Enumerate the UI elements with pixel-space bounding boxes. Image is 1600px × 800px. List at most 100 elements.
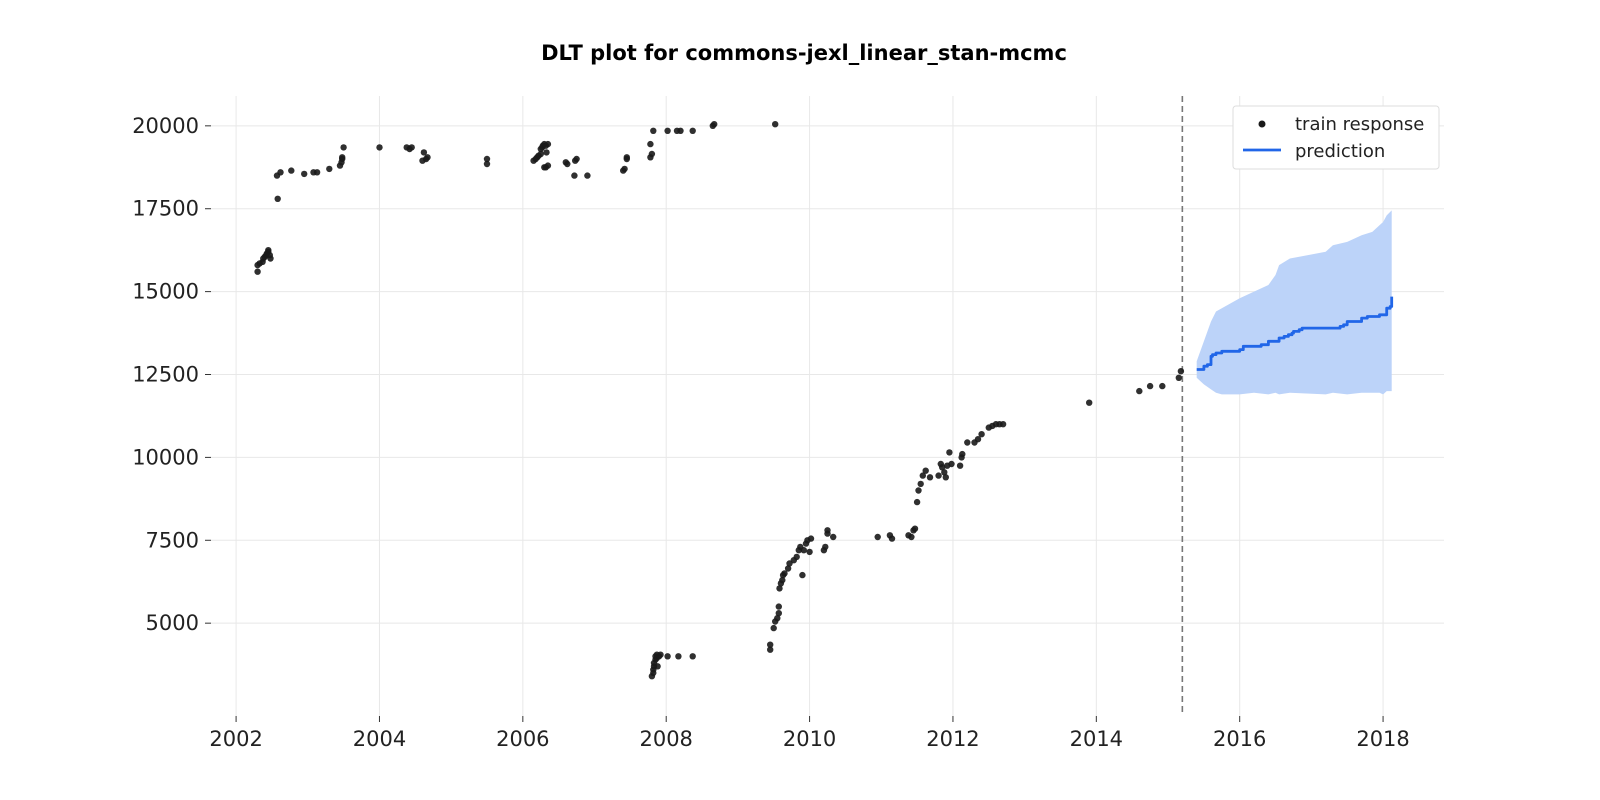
prediction-band-area xyxy=(1196,210,1392,395)
train-response-point xyxy=(1146,382,1154,390)
y-tick-label: 17500 xyxy=(132,197,199,221)
y-tick-label: 5000 xyxy=(146,611,199,635)
axes: 2002 2004 2006 2008 2010 2012 2014 2016 2018 5000… xyxy=(132,114,1410,751)
y-tick-label: 10000 xyxy=(132,445,199,469)
train-response-point xyxy=(888,535,896,542)
train-response-point xyxy=(974,436,982,443)
y-tick-label: 20000 xyxy=(132,114,199,138)
x-tick-label: 2014 xyxy=(1070,727,1123,751)
legend-label-train: train response xyxy=(1295,114,1424,135)
train-response-point xyxy=(654,663,661,670)
train-response-point xyxy=(313,169,321,176)
train-response-point xyxy=(767,641,774,648)
chart-title: DLT plot for commons-jexl_linear_stan-mc… xyxy=(541,41,1067,65)
grid xyxy=(211,96,1444,716)
train-response-point xyxy=(775,610,782,617)
train-response-point xyxy=(776,585,783,592)
prediction-line xyxy=(1196,296,1394,371)
train-response-point xyxy=(326,165,333,173)
train-response-point xyxy=(784,565,792,572)
train-response-point xyxy=(288,167,295,174)
x-tick-label: 2018 xyxy=(1356,727,1409,751)
train-response-point xyxy=(621,165,628,173)
train-response-point xyxy=(800,547,807,554)
train-response-point xyxy=(806,548,813,556)
train-response-point xyxy=(908,533,915,541)
legend-box xyxy=(1232,105,1440,170)
prediction-series xyxy=(1196,296,1394,371)
train-response-point xyxy=(919,472,926,479)
train-response-point xyxy=(767,646,774,653)
train-response-point xyxy=(544,140,552,148)
train-response-point xyxy=(799,571,806,579)
train-response-point xyxy=(959,450,966,458)
x-tick-label: 2002 xyxy=(209,727,262,751)
train-response-point xyxy=(941,469,948,476)
train-response-point xyxy=(571,172,578,179)
y-tick-label: 7500 xyxy=(146,528,199,552)
x-tick-label: 2012 xyxy=(926,727,979,751)
train-response-point xyxy=(483,155,491,163)
train-response-point xyxy=(1177,368,1185,375)
train-response-point xyxy=(793,553,800,561)
train-response-point xyxy=(648,150,656,158)
train-response-point xyxy=(483,160,491,168)
train-response-point xyxy=(675,653,682,660)
train-response-point xyxy=(573,155,580,163)
train-response-point xyxy=(265,247,272,254)
train-response-point xyxy=(543,149,550,156)
train-response-point xyxy=(948,460,955,468)
train-response-point xyxy=(564,160,571,168)
train-response-point xyxy=(964,439,971,446)
train-response-point xyxy=(664,653,671,660)
train-response-point xyxy=(623,155,630,163)
train-response-point xyxy=(917,480,924,488)
train-response-point xyxy=(254,268,261,275)
train-response-point xyxy=(935,472,942,479)
train-response-point xyxy=(942,474,949,481)
train-response-point xyxy=(911,525,919,532)
train-response-point xyxy=(807,535,815,542)
prediction-interval-band xyxy=(1196,210,1392,395)
train-response-point xyxy=(689,127,696,134)
train-response-point xyxy=(1136,387,1143,395)
train-response-point xyxy=(267,255,274,262)
train-response-point xyxy=(772,121,779,128)
train-response-point xyxy=(775,603,782,610)
x-tick-label: 2004 xyxy=(353,727,406,751)
train-response-point xyxy=(650,127,657,134)
train-response-point xyxy=(584,172,591,179)
train-response-point xyxy=(999,421,1007,428)
train-response-point xyxy=(978,431,985,438)
train-response-point xyxy=(830,533,837,541)
train-response-point xyxy=(915,487,922,494)
train-response-point xyxy=(664,127,671,134)
y-tick-label: 12500 xyxy=(132,363,199,387)
x-tick-label: 2008 xyxy=(639,727,692,751)
train-response-point xyxy=(301,170,308,178)
train-response-point xyxy=(781,570,788,577)
train-response-point xyxy=(779,576,786,584)
train-response-point xyxy=(420,149,428,156)
train-response-point xyxy=(913,498,921,506)
train-response-point xyxy=(1175,374,1183,381)
train-response-point xyxy=(537,150,544,158)
train-response-point xyxy=(424,154,431,161)
train-response-point xyxy=(657,651,664,658)
train-response-point xyxy=(874,533,881,541)
train-response-point xyxy=(274,195,281,202)
x-tick-label: 2010 xyxy=(783,727,836,751)
train-response-point xyxy=(340,144,347,151)
train-response-point xyxy=(1159,382,1166,390)
x-tick-label: 2006 xyxy=(496,727,549,751)
train-response-point xyxy=(774,615,781,622)
train-response-point xyxy=(956,462,964,469)
legend-point-marker xyxy=(1258,120,1266,128)
legend-label-prediction: prediction xyxy=(1295,141,1385,162)
train-response-point xyxy=(946,449,953,456)
train-response-point xyxy=(376,144,383,151)
train-response-point xyxy=(677,127,684,134)
train-response-point xyxy=(824,527,831,534)
